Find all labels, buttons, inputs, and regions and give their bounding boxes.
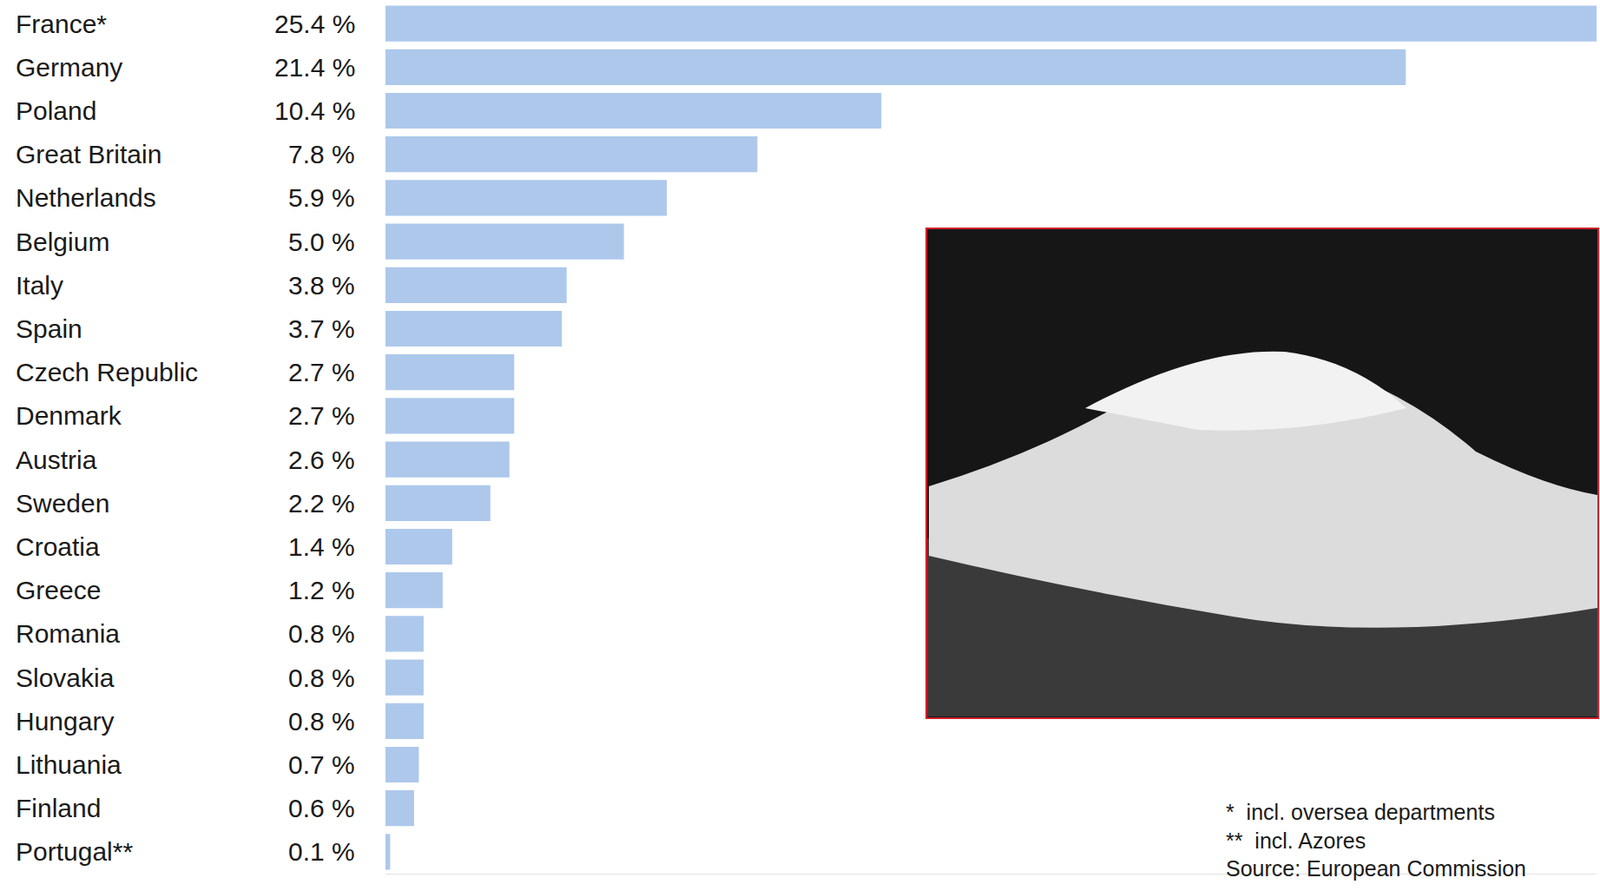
svg-text:5.0 %: 5.0 % [288,227,356,257]
svg-text:2.2 %: 2.2 % [288,488,356,518]
svg-text:2.6 %: 2.6 % [288,445,356,475]
svg-text:Source: European Commission: Source: European Commission [1225,855,1527,881]
svg-text:0.8 %: 0.8 % [288,663,356,692]
svg-text:10.4 %: 10.4 % [274,96,356,126]
svg-text:0.8 %: 0.8 % [288,706,356,736]
svg-text:Lithuania: Lithuania [15,750,122,779]
svg-text:2.7 %: 2.7 % [288,401,356,430]
svg-text:Spain: Spain [15,314,83,343]
svg-text:0.7 %: 0.7 % [288,750,356,779]
svg-text:Czech Republic: Czech Republic [15,357,198,387]
svg-text:* incl. oversea departments: * incl. oversea departments [1225,799,1495,824]
svg-text:Greece: Greece [15,575,101,605]
svg-text:5.9 %: 5.9 % [288,183,356,212]
svg-text:Sweden: Sweden [15,488,110,518]
svg-text:Portugal**: Portugal** [15,836,133,866]
svg-text:** incl. Azores: ** incl. Azores [1225,828,1366,853]
svg-text:Italy: Italy [15,270,64,300]
svg-text:7.8 %: 7.8 % [288,139,356,169]
svg-text:France*: France* [15,9,107,39]
svg-text:Denmark: Denmark [15,401,123,430]
svg-text:Germany: Germany [15,52,123,82]
svg-text:0.6 %: 0.6 % [288,793,356,823]
svg-text:1.4 %: 1.4 % [288,532,356,561]
svg-text:3.7 %: 3.7 % [288,314,356,343]
svg-text:Croatia: Croatia [15,532,100,561]
svg-text:Poland: Poland [15,96,97,126]
svg-text:1.2 %: 1.2 % [288,575,356,605]
svg-text:Belgium: Belgium [15,227,110,257]
svg-text:Romania: Romania [15,618,120,648]
svg-text:25.4 %: 25.4 % [274,9,356,39]
svg-text:Slovakia: Slovakia [15,663,115,692]
svg-text:Austria: Austria [15,445,98,475]
svg-text:Hungary: Hungary [15,706,114,736]
svg-text:3.8 %: 3.8 % [288,270,356,300]
svg-text:Netherlands: Netherlands [15,183,157,212]
svg-text:0.8 %: 0.8 % [288,618,356,648]
svg-text:2.7 %: 2.7 % [288,357,356,387]
svg-text:0.1 %: 0.1 % [288,836,356,866]
svg-text:21.4 %: 21.4 % [274,52,356,82]
svg-text:Great Britain: Great Britain [15,139,162,169]
svg-text:Finland: Finland [15,793,101,823]
